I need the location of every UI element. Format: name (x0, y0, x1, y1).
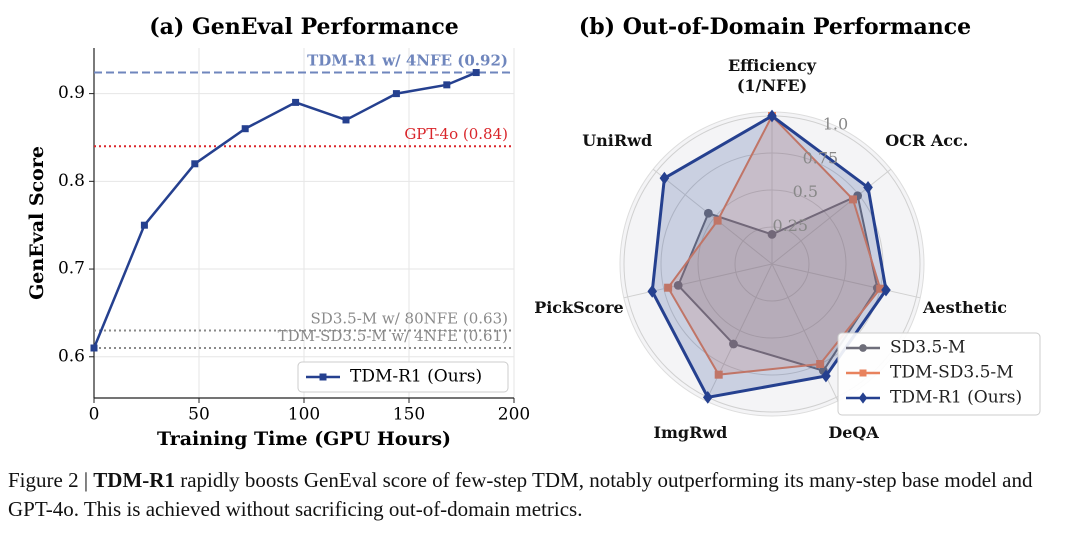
legend-box (837, 332, 1041, 416)
reference-label: SD3.5-M w/ 80NFE (0.63) (311, 309, 508, 327)
marker (392, 90, 400, 98)
radar-area (677, 194, 879, 372)
marker (292, 98, 300, 106)
legend-label: SD3.5-M (890, 338, 965, 358)
category-label: ImgRwd (653, 423, 728, 443)
reference-label: TDM-R1 w/ 4NFE (0.92) (307, 52, 508, 70)
caption-text: rapidly boosts GenEval score of few-step… (8, 468, 1033, 521)
marker (647, 284, 658, 298)
x-tick-label: 50 (188, 405, 210, 425)
category-label: Efficiency (1/NFE) (727, 56, 817, 95)
line (92, 71, 477, 349)
marker (702, 390, 713, 404)
y-tick-label: 0.7 (58, 259, 85, 279)
category-label: Aesthetic (923, 298, 1008, 318)
marker (816, 360, 825, 369)
reference-label: TDM-SD3.5-M w/ 4NFE (0.61) (278, 327, 508, 345)
marker (319, 373, 327, 381)
radar-area (666, 114, 882, 376)
marker (881, 283, 891, 297)
marker (140, 221, 148, 229)
legend-box (297, 361, 509, 393)
marker (821, 369, 831, 383)
legend-label: TDM-SD3.5-M (890, 363, 1014, 383)
category-label: OCR Acc. (885, 130, 969, 150)
radar-area (650, 114, 888, 400)
x-tick-label: 0 (89, 405, 100, 425)
x-tick-label: 150 (393, 405, 425, 425)
marker (443, 81, 451, 89)
marker (859, 344, 867, 352)
category-label: UniRwd (582, 130, 653, 150)
marker (714, 370, 723, 379)
x-tick-label: 200 (498, 405, 530, 425)
marker (858, 392, 868, 404)
marker (191, 160, 199, 168)
marker (863, 181, 873, 194)
r-tick-label: 0.5 (793, 182, 818, 201)
reference-label: GPT-4o (0.84) (404, 125, 508, 143)
marker (90, 344, 98, 352)
legend-label: TDM-R1 (Ours) (890, 388, 1022, 408)
marker (659, 171, 670, 185)
marker (241, 125, 249, 133)
marker (876, 284, 885, 293)
caption-bold: TDM-R1 (93, 468, 175, 492)
caption: Figure 2 | TDM-R1 rapidly boosts GenEval… (8, 466, 1076, 524)
y-axis-label: GenEval Score (26, 146, 48, 300)
chart-title: (b) Out-of-Domain Performance (579, 14, 971, 40)
marker (729, 339, 738, 349)
marker (713, 216, 722, 225)
marker (767, 230, 777, 239)
marker (703, 208, 713, 218)
spoke (771, 263, 921, 299)
marker (767, 109, 777, 123)
x-axis-label: Training Time (GPU Hours) (157, 428, 451, 450)
marker (342, 116, 350, 124)
marker (664, 283, 673, 292)
category-label: DeQA (828, 423, 879, 443)
y-tick-label: 0.9 (58, 83, 85, 103)
chart-title: (a) GenEval Performance (149, 14, 459, 40)
marker (848, 195, 857, 204)
spoke (652, 168, 773, 265)
caption-label: Figure 2 | (8, 468, 89, 492)
chart: (a) GenEval Performance Training Time (G… (26, 14, 1041, 450)
marker (673, 281, 683, 290)
r-tick-label: 0.25 (772, 216, 808, 235)
x-tick-label: 100 (288, 405, 320, 425)
y-tick-label: 0.6 (58, 346, 85, 366)
legend-label: TDM-R1 (Ours) (350, 367, 482, 387)
marker (859, 369, 867, 377)
category-label: PickScore (534, 298, 624, 318)
marker (472, 69, 480, 77)
y-tick-label: 0.8 (58, 171, 85, 191)
r-tick-label: 1.0 (823, 115, 848, 134)
r-tick-label: 0.75 (803, 148, 839, 167)
